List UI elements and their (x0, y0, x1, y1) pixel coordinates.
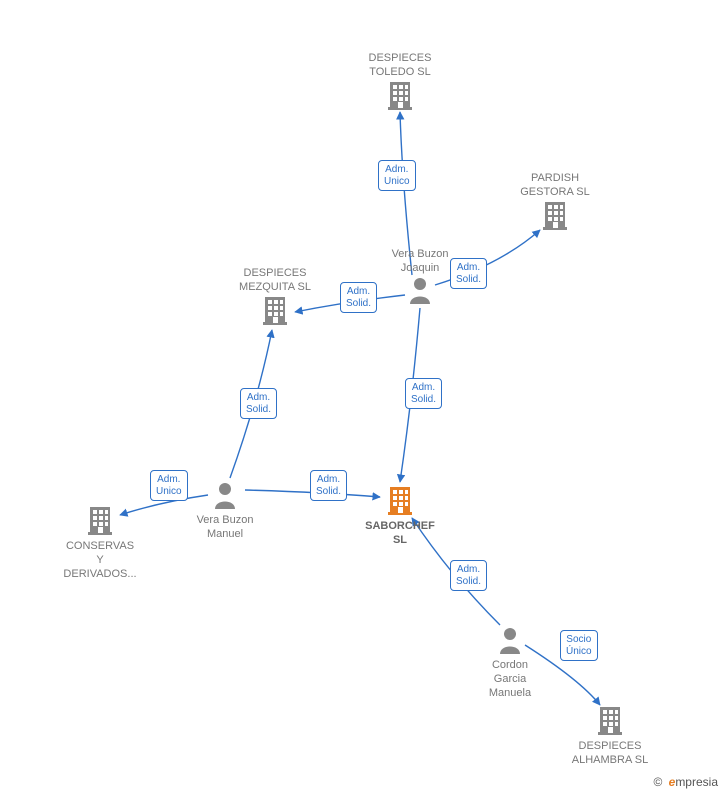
edge-label-vera_joaquin-pardish: Adm. Solid. (450, 258, 487, 289)
node-label: CONSERVAS Y DERIVADOS... (40, 540, 160, 581)
node-label: DESPIECES MEZQUITA SL (215, 267, 335, 295)
node-cordon[interactable]: Cordon Garcia Manuela (450, 626, 570, 700)
node-pardish[interactable]: PARDISH GESTORA SL (495, 172, 615, 235)
building-icon (386, 502, 414, 519)
node-label: SABORCHEF SL (340, 520, 460, 548)
node-label: PARDISH GESTORA SL (495, 172, 615, 200)
node-label: DESPIECES TOLEDO SL (340, 52, 460, 80)
node-saborchef[interactable]: SABORCHEF SL (340, 485, 460, 548)
node-despieces_mezquita[interactable]: DESPIECES MEZQUITA SL (215, 267, 335, 330)
node-label: DESPIECES ALHAMBRA SL (550, 740, 670, 768)
edges-canvas (0, 0, 728, 795)
building-icon (541, 217, 569, 234)
edge-label-vera_joaquin-despieces_toledo: Adm. Unico (378, 160, 416, 191)
building-icon (596, 722, 624, 739)
brand-rest: mpresia (675, 775, 718, 789)
node-despieces_alhambra[interactable]: DESPIECES ALHAMBRA SL (550, 705, 670, 768)
edge-label-vera_manuel-saborchef: Adm. Solid. (310, 470, 347, 501)
node-despieces_toledo[interactable]: DESPIECES TOLEDO SL (340, 52, 460, 115)
person-icon (213, 496, 237, 513)
copyright-symbol: © (653, 775, 662, 789)
node-label: Cordon Garcia Manuela (450, 659, 570, 700)
building-icon (386, 97, 414, 114)
edge-label-vera_manuel-despieces_mezquita: Adm. Solid. (240, 388, 277, 419)
edge-label-cordon-saborchef: Adm. Solid. (450, 560, 487, 591)
credit: © empresia (653, 775, 718, 789)
building-icon (261, 312, 289, 329)
edge-label-vera_joaquin-saborchef: Adm. Solid. (405, 378, 442, 409)
node-label: Vera Buzon Manuel (165, 514, 285, 542)
edge-label-cordon-despieces_alhambra: Socio Único (560, 630, 598, 661)
building-icon (86, 522, 114, 539)
edge-label-vera_joaquin-despieces_mezquita: Adm. Solid. (340, 282, 377, 313)
node-conservas[interactable]: CONSERVAS Y DERIVADOS... (40, 505, 160, 581)
edge-label-vera_manuel-conservas: Adm. Unico (150, 470, 188, 501)
person-icon (498, 641, 522, 658)
person-icon (408, 291, 432, 308)
